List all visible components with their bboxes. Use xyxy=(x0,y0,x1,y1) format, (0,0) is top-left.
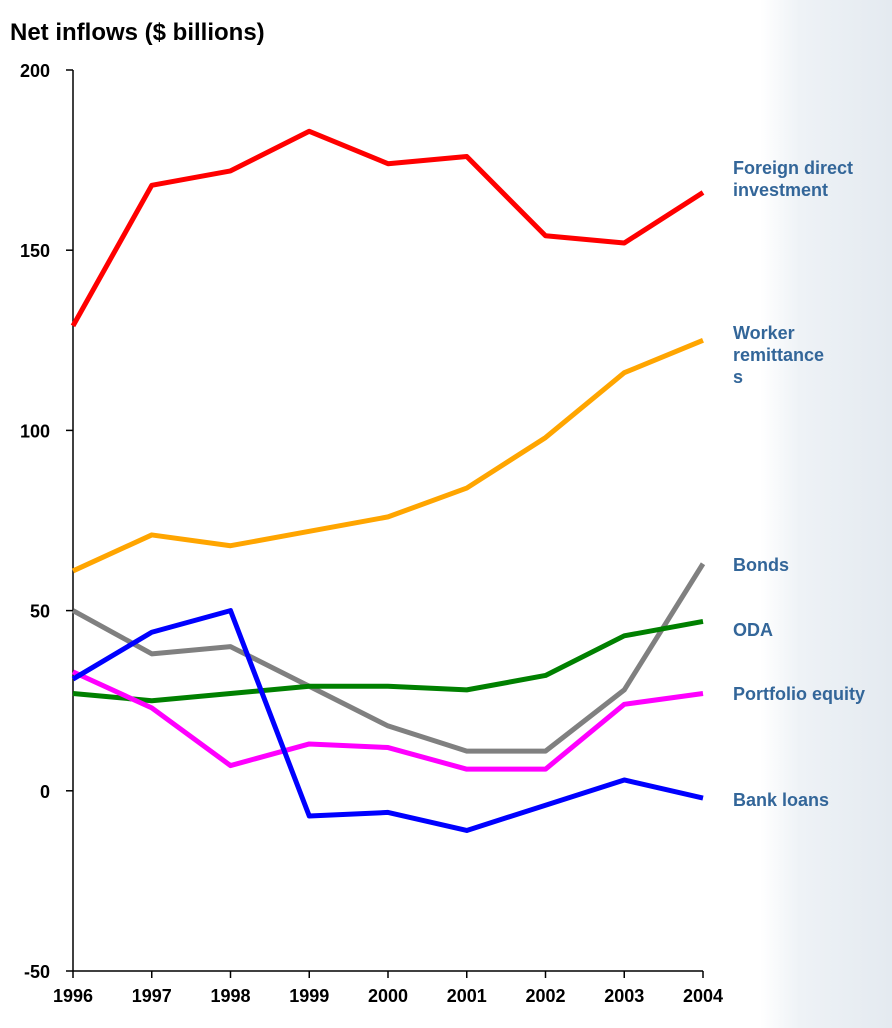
x-tick-label: 2003 xyxy=(604,986,644,1006)
series-line xyxy=(71,562,706,754)
series-line xyxy=(71,669,704,772)
legend-label: Bank loans xyxy=(733,790,830,810)
series-line xyxy=(71,608,704,833)
x-tick-label: 2001 xyxy=(447,986,487,1006)
y-tick-label: -50 xyxy=(24,962,50,982)
series-line xyxy=(72,618,704,704)
y-tick-label: 50 xyxy=(30,602,50,622)
y-tick-label: 150 xyxy=(20,241,50,261)
x-tick-label: 1999 xyxy=(289,986,329,1006)
x-tick-label: 1998 xyxy=(210,986,250,1006)
legend-label: ODA xyxy=(733,620,773,640)
x-tick-label: 2000 xyxy=(368,986,408,1006)
y-tick-label: 100 xyxy=(20,421,50,441)
legend-label: Foreign direct investment xyxy=(733,158,854,200)
legend-label: Worker remittances xyxy=(733,323,825,387)
series-line xyxy=(71,337,704,574)
legend-label: Portfolio equity xyxy=(733,684,865,704)
legend-label: Bonds xyxy=(733,555,789,575)
chart-title: Net inflows ($ billions) xyxy=(10,19,265,46)
x-tick-label: 1996 xyxy=(53,986,93,1006)
y-tick-label: 0 xyxy=(40,782,50,802)
x-tick-label: 2004 xyxy=(683,986,723,1006)
y-tick-label: 200 xyxy=(20,61,50,81)
x-tick-label: 1997 xyxy=(132,986,172,1006)
series-line xyxy=(70,128,705,328)
x-tick-label: 2002 xyxy=(525,986,565,1006)
